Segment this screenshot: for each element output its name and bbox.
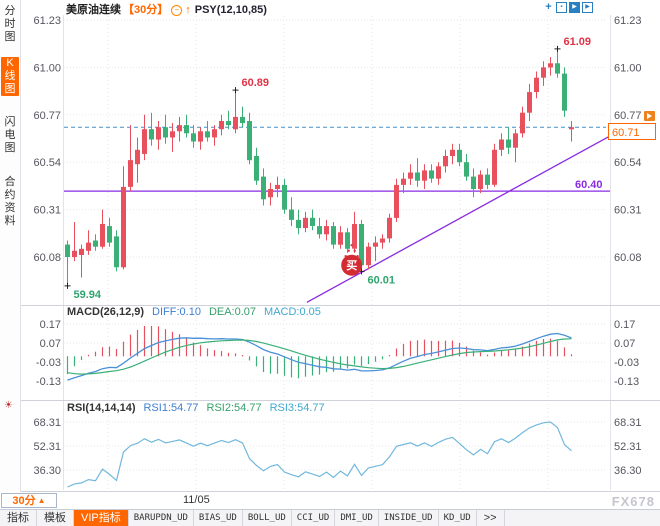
macd-histogram <box>66 325 573 379</box>
price-annotation-61-09: 61.09 <box>554 36 592 52</box>
macd-diff-line <box>67 332 572 381</box>
toolbar-item-3[interactable]: VIP指标 <box>74 510 129 526</box>
rsi-line <box>67 421 572 488</box>
svg-text:-0.13: -0.13 <box>36 376 61 388</box>
arrow-up-icon[interactable]: ↑ <box>185 4 191 16</box>
svg-text:60.71: 60.71 <box>612 127 640 139</box>
grid-lines <box>63 15 611 490</box>
indicator-label[interactable]: PSY(12,10,85) <box>194 4 267 16</box>
rsi-axis: 68.31 68.31 52.31 52.31 36.30 36.30 <box>33 417 641 477</box>
rsi-title: RSI(14,14,14) <box>67 402 136 414</box>
rsi-panel-header: RSI(14,14,14) RSI1:54.77 RSI2:54.77 RSI3:54… <box>67 402 325 414</box>
svg-text:0.17: 0.17 <box>40 319 61 331</box>
move-tool-icon[interactable]: + <box>545 1 552 13</box>
svg-text:60.89: 60.89 <box>242 77 270 89</box>
period-tag[interactable]: 【30分】 <box>123 4 169 16</box>
window-layout-icon[interactable]: ▪ <box>556 2 567 13</box>
toolbar-item-8[interactable]: DMI_UD <box>335 510 379 526</box>
macd-axis: 0.17 0.17 0.07 0.07 -0.03 -0.03 -0.13 -0.13 <box>36 319 639 388</box>
step-forward-icon[interactable]: ▶ <box>582 2 593 13</box>
svg-text:61.23: 61.23 <box>33 15 61 27</box>
chart-plot-area[interactable] <box>64 15 606 305</box>
svg-text:36.30: 36.30 <box>33 465 61 477</box>
svg-text:60.40: 60.40 <box>575 179 603 191</box>
toolbar-item-4[interactable]: BARUPDN_UD <box>129 510 194 526</box>
price-annotation-59-94: 59.94 <box>64 282 102 301</box>
svg-text:0.07: 0.07 <box>614 338 635 350</box>
window-controls: + ▪ ▶ ▶ <box>543 2 593 13</box>
svg-text:0.17: 0.17 <box>614 319 635 331</box>
svg-text:-0.03: -0.03 <box>36 357 61 369</box>
sidebar-item-2[interactable]: K 线 图 <box>1 57 19 96</box>
svg-text:60.08: 60.08 <box>33 252 61 264</box>
svg-text:68.31: 68.31 <box>614 417 642 429</box>
toolbar-item-10[interactable]: KD_UD <box>439 510 477 526</box>
price-annotation-60-01: 60.01 <box>358 268 396 286</box>
sidebar-item-4[interactable]: 合 约 资 料 <box>4 176 16 227</box>
macd-dea-line <box>67 338 572 375</box>
candlestick-series <box>65 48 574 286</box>
macd-dea-value: DEA:0.07 <box>208 306 257 318</box>
rsi3-value: RSI3:54.77 <box>269 402 325 414</box>
buy-signal-badge: 买 <box>341 244 363 276</box>
period-selector[interactable]: 30分 ▲ <box>1 493 57 508</box>
watermark: FX678 <box>611 494 655 509</box>
svg-text:-0.03: -0.03 <box>614 357 639 369</box>
macd-title: MACD(26,12,9) <box>67 306 145 318</box>
sidebar-item-1[interactable]: 分 时 图 <box>4 5 16 43</box>
svg-text:60.54: 60.54 <box>33 157 61 169</box>
svg-text:买: 买 <box>346 259 357 272</box>
macd-panel-header: MACD(26,12,9) DIFF:0.10 DEA:0.07 MACD:0.05 <box>67 306 321 318</box>
svg-text:60.77: 60.77 <box>33 110 61 122</box>
rsi1-value: RSI1:54.77 <box>143 402 199 414</box>
symbol-title: 美原油连续 <box>66 4 121 16</box>
toolbar-item-1[interactable]: 指标 <box>0 510 37 526</box>
sidebar-item-3[interactable]: 闪 电 图 <box>4 116 16 154</box>
price-annotation-60-89: 60.89 <box>232 77 270 94</box>
toolbar-item-6[interactable]: BOLL_UD <box>243 510 292 526</box>
toolbar-item-5[interactable]: BIAS_UD <box>194 510 243 526</box>
panel-separators <box>20 305 660 492</box>
svg-text:52.31: 52.31 <box>33 441 61 453</box>
svg-text:36.30: 36.30 <box>614 465 642 477</box>
svg-text:60.01: 60.01 <box>368 274 396 286</box>
svg-text:61.23: 61.23 <box>614 15 642 27</box>
period-selector-label: 30分 <box>12 495 36 507</box>
svg-text:61.00: 61.00 <box>614 62 642 74</box>
svg-text:60.54: 60.54 <box>614 157 642 169</box>
macd-diff-value: DIFF:0.10 <box>152 306 201 318</box>
toolbar-item-11[interactable]: >> <box>477 510 505 526</box>
current-price-box: 60.71 <box>608 123 656 140</box>
svg-text:52.31: 52.31 <box>614 441 642 453</box>
svg-text:59.94: 59.94 <box>74 289 102 301</box>
toolbar-item-9[interactable]: INSIDE_UD <box>379 510 439 526</box>
chart-type-sidebar: 分 时 图 K 线 图闪 电 图合 约 资 料 <box>0 0 21 492</box>
indicator-settings-icon[interactable]: ☀ <box>4 400 13 411</box>
indicator-toolbar: 指标 模板 VIP指标 BARUPDN_UD BIAS_UD BOLL_UD CCI_UD D… <box>0 509 660 526</box>
price-axis: 61.23 61.23 61.00 61.00 60.77 60.77 60.54 60.54… <box>33 15 641 264</box>
jump-to-latest-icon[interactable] <box>644 111 655 121</box>
toolbar-item-2[interactable]: 模板 <box>37 510 74 526</box>
macd-macd-value: MACD:0.05 <box>264 306 321 318</box>
x-axis-date-label: 11/05 <box>183 494 210 506</box>
trend-line[interactable] <box>306 133 614 303</box>
svg-text:60.08: 60.08 <box>614 252 642 264</box>
svg-text:0.07: 0.07 <box>40 338 61 350</box>
chart-header: 美原油连续 【30分】 − ↑ PSY(12,10,85) <box>66 1 267 16</box>
chevron-up-icon: ▲ <box>37 496 46 505</box>
compress-icon[interactable]: − <box>171 5 183 16</box>
svg-text:61.09: 61.09 <box>564 36 592 48</box>
play-chart-icon[interactable]: ▶ <box>569 2 580 13</box>
svg-text:60.77: 60.77 <box>614 110 642 122</box>
svg-text:60.31: 60.31 <box>33 205 61 217</box>
svg-text:60.31: 60.31 <box>614 205 642 217</box>
svg-text:61.00: 61.00 <box>33 62 61 74</box>
support-line[interactable]: 60.40 <box>64 179 610 192</box>
toolbar-item-7[interactable]: CCI_UD <box>292 510 336 526</box>
rsi2-value: RSI2:54.77 <box>206 402 262 414</box>
svg-text:-0.13: -0.13 <box>614 376 639 388</box>
svg-text:68.31: 68.31 <box>33 417 61 429</box>
